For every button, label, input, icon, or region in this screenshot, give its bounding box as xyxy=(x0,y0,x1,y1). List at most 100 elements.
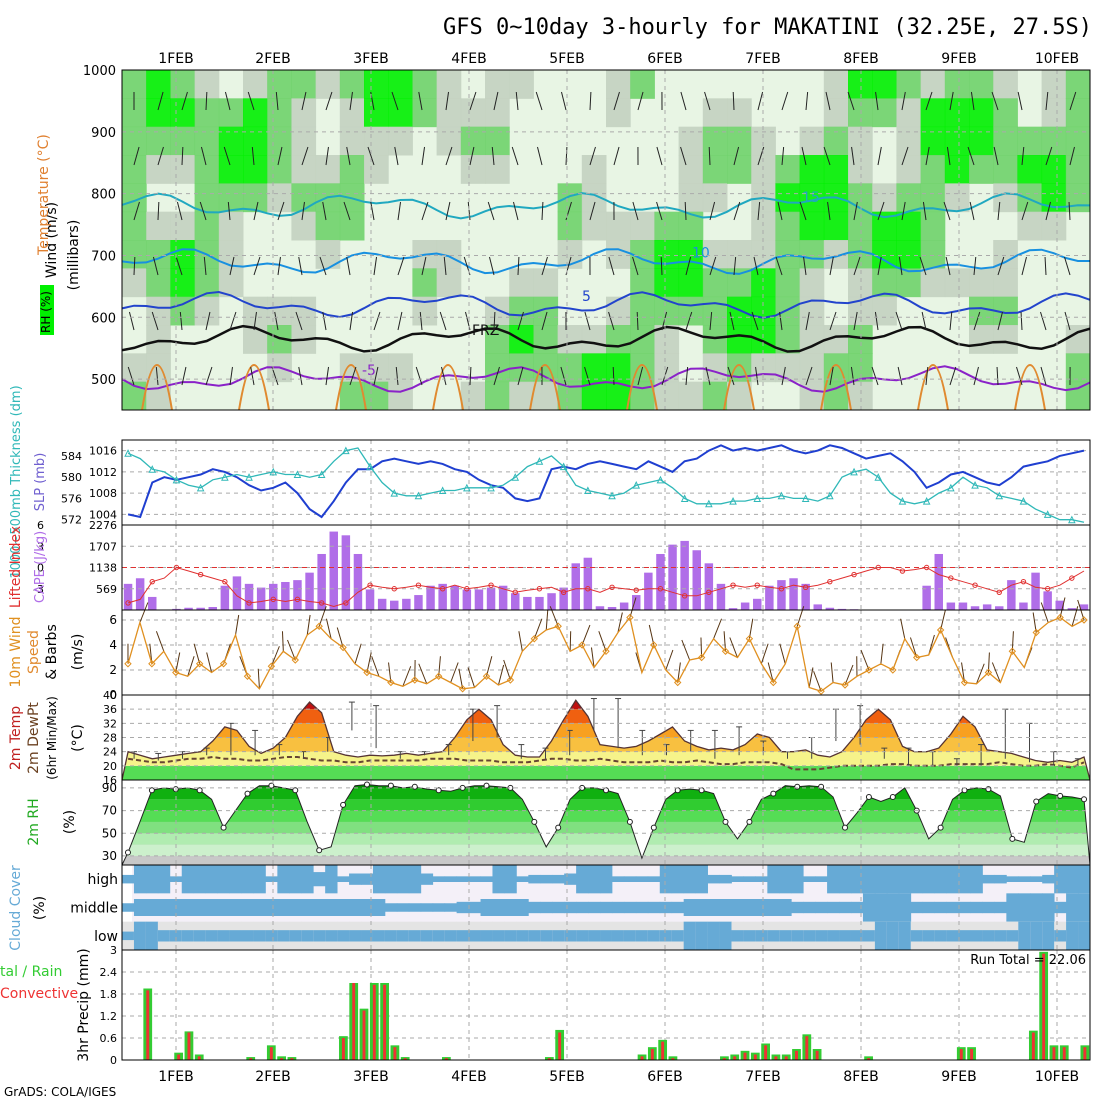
legend-convective: Convective xyxy=(0,986,78,1002)
cloud-cell-middle xyxy=(874,893,888,922)
thickness-tick-label: 572 xyxy=(61,514,82,527)
thickness-marker xyxy=(971,481,979,489)
cloud-cell-middle xyxy=(480,899,493,916)
rh-cell xyxy=(654,268,680,298)
rh-cell xyxy=(751,268,776,298)
cloud-cell-high xyxy=(265,876,278,882)
wind-barb xyxy=(991,91,999,111)
thickness-marker xyxy=(124,449,132,457)
wind-barb xyxy=(661,311,668,331)
temp-contour-15 xyxy=(121,192,1091,220)
wind-barb xyxy=(925,366,929,386)
wind-barb xyxy=(949,366,957,386)
wind-barb xyxy=(847,91,855,111)
cloud-cell-low xyxy=(217,930,230,942)
wind10-marker xyxy=(315,622,323,630)
cloud-cell-low xyxy=(886,921,900,950)
wind10-marker xyxy=(482,672,491,680)
cape-bar xyxy=(232,576,242,610)
rh-cell xyxy=(702,296,728,326)
wind-barb xyxy=(589,146,596,166)
cloud-cell-middle xyxy=(193,899,207,916)
wind-barb xyxy=(1016,366,1023,386)
cloud-cell-low xyxy=(253,930,266,942)
wind-barb xyxy=(319,256,327,276)
wind-tick-label: 0 xyxy=(109,688,117,702)
cloud-cell-high xyxy=(803,876,816,882)
wind-barb xyxy=(973,311,981,331)
precip-convective-bar xyxy=(1031,1032,1035,1060)
wind10-barb xyxy=(257,668,260,689)
thickness-marker xyxy=(293,470,302,479)
lifted-marker xyxy=(488,582,494,588)
cape-tick-label: 1138 xyxy=(89,562,117,575)
wind-barb xyxy=(727,366,735,386)
cloud-cell-high xyxy=(862,865,876,894)
temp-contour-warm xyxy=(820,364,852,411)
rh-cell xyxy=(388,381,413,411)
wind-frame xyxy=(121,609,1091,696)
rh-cell xyxy=(194,183,220,213)
precip-convective-bar xyxy=(187,1032,191,1060)
temp-tick-label: 40 xyxy=(103,689,117,702)
lifted-marker xyxy=(415,582,422,588)
thickness-marker xyxy=(705,499,713,508)
rh2m-marker xyxy=(555,824,562,831)
rh-cell xyxy=(993,268,1018,298)
cape-bar xyxy=(958,602,968,610)
wind-barb xyxy=(755,366,759,386)
rh-cell xyxy=(896,183,922,213)
cloud-cell-low xyxy=(289,930,302,942)
cloud-cell-middle xyxy=(396,903,410,912)
wind-barb xyxy=(394,146,399,166)
rh-cell xyxy=(896,98,922,128)
rh2m-marker xyxy=(794,783,801,790)
cloud-cell-low xyxy=(827,930,840,942)
cloud-cell-low xyxy=(468,930,481,942)
rh-cell xyxy=(315,70,341,99)
wind-barb xyxy=(419,311,423,331)
precip-convective-bar xyxy=(393,1047,397,1060)
cloud-cell-low xyxy=(229,930,242,942)
rh-cell xyxy=(751,126,776,156)
cloud-cell-high xyxy=(349,873,362,885)
rh2m-marker xyxy=(889,794,896,800)
precip-tick-label: 0 xyxy=(110,1054,117,1067)
rh-cell xyxy=(993,240,1018,269)
precip-convective-bar xyxy=(774,1056,778,1060)
wind-barb xyxy=(1044,256,1047,276)
cloud-cell-high xyxy=(886,865,900,894)
precip-convective-bar xyxy=(764,1045,768,1060)
precip-convective-bar xyxy=(558,1032,562,1060)
rh-cell xyxy=(315,155,341,184)
rh2m-marker xyxy=(316,847,323,854)
cloud-cell-middle xyxy=(683,899,697,916)
x-tick-label-bottom: 9FEB xyxy=(941,1069,976,1085)
cloud-cell-low xyxy=(815,930,828,942)
rh-cell xyxy=(678,296,704,326)
lifted-marker xyxy=(1044,586,1051,592)
wind10-barb xyxy=(729,637,738,658)
rh2m-marker xyxy=(268,782,275,789)
cloud-cell-middle xyxy=(934,901,947,914)
rh2m-marker xyxy=(124,849,131,856)
wind-barb xyxy=(823,146,831,166)
wind10-barb xyxy=(991,662,1001,683)
rh-cell xyxy=(848,268,873,298)
wind-barb xyxy=(157,91,164,111)
rh-cell xyxy=(872,268,897,298)
cloud-cell-low xyxy=(671,930,685,942)
cloud-cell-low xyxy=(396,930,410,942)
wind-barb xyxy=(181,146,184,166)
rh-cell xyxy=(436,98,462,128)
rh-cell xyxy=(315,211,341,241)
lifted-tick-label: -3 xyxy=(33,583,44,596)
cloud-cell-middle xyxy=(456,901,469,914)
x-tick-label-top: 4FEB xyxy=(451,51,486,67)
x-tick-label-bottom: 7FEB xyxy=(745,1069,780,1085)
temp-contour-10 xyxy=(121,248,1090,275)
rh-cell xyxy=(1065,381,1091,411)
rh2m-marker xyxy=(387,782,394,789)
wind-barb xyxy=(439,311,447,331)
cape-bar xyxy=(535,596,544,610)
